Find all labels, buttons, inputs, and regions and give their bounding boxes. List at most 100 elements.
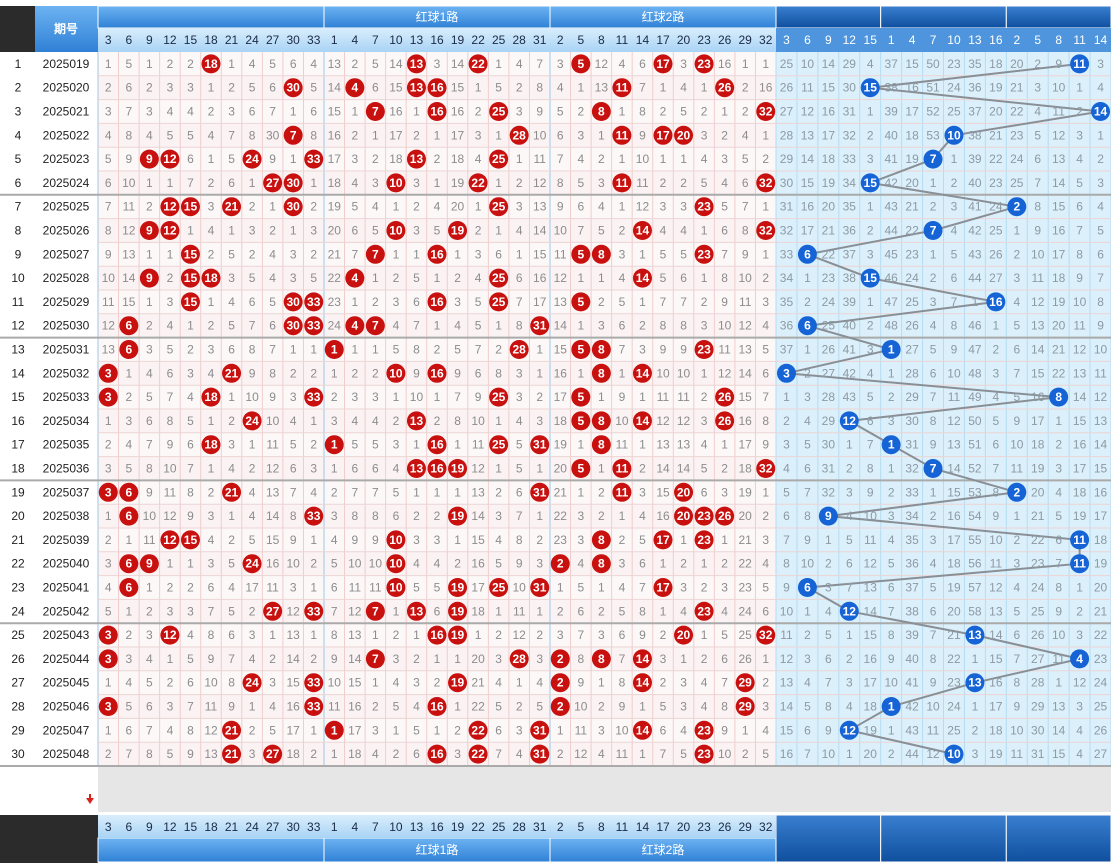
omission: 11 <box>801 81 814 95</box>
omission: 6 <box>125 81 132 95</box>
omission: 19 <box>822 176 836 190</box>
omission: 12 <box>1094 390 1108 404</box>
omission: 5 <box>372 57 379 71</box>
blue-ball-number: 9 <box>825 509 832 523</box>
red-ball <box>365 102 385 121</box>
omission: 2 <box>888 390 895 404</box>
omission: 22 <box>905 224 919 238</box>
red-ball <box>427 292 447 312</box>
omission: 48 <box>968 366 982 380</box>
red-ball-number: 23 <box>697 509 711 523</box>
omission: 23 <box>739 581 753 595</box>
omission: 2 <box>930 200 937 214</box>
omission: 2 <box>146 200 153 214</box>
blue-ball <box>881 340 901 359</box>
omission: 14 <box>1094 438 1108 452</box>
omission: 1 <box>351 105 358 119</box>
omission: 20 <box>947 604 961 618</box>
red-ball-number: 4 <box>351 271 358 285</box>
omission: 2 <box>310 557 317 571</box>
omission: 16 <box>801 200 815 214</box>
omission: 10 <box>369 557 383 571</box>
omission: 2 <box>660 105 667 119</box>
omission: 2 <box>742 105 749 119</box>
omission: 10 <box>636 152 650 166</box>
omission: 1 <box>888 462 895 476</box>
omission: 2 <box>721 557 728 571</box>
red-ball-number: 2 <box>557 700 564 714</box>
omission: 1 <box>557 723 564 737</box>
omission: 14 <box>266 509 280 523</box>
red-ball-number: 14 <box>636 224 650 238</box>
omission: 1 <box>701 557 708 571</box>
omission: 7 <box>269 343 276 357</box>
row-red-bg <box>98 385 776 409</box>
omission: 6 <box>249 105 256 119</box>
omission: 2 <box>888 485 895 499</box>
omission: 7 <box>557 152 564 166</box>
omission: 1 <box>146 295 153 309</box>
omission: 1 <box>639 295 646 309</box>
red-ball <box>427 744 447 764</box>
omission: 4 <box>701 152 708 166</box>
omission: 4 <box>536 676 543 690</box>
omission: 16 <box>287 700 301 714</box>
omission: 3 <box>208 200 215 214</box>
omission: 3 <box>290 247 297 261</box>
omission: 4 <box>187 105 194 119</box>
omission: 6 <box>1013 343 1020 357</box>
omission: 1 <box>536 604 543 618</box>
omission: 3 <box>783 438 790 452</box>
omission: 10 <box>677 366 691 380</box>
omission: 5 <box>557 105 564 119</box>
omission: 13 <box>1073 366 1087 380</box>
red-ball-number: 16 <box>430 462 444 476</box>
column-header: 24 <box>245 33 259 47</box>
column-footer: 31 <box>533 820 547 834</box>
omission: 2 <box>783 414 790 428</box>
omission: 30 <box>1031 723 1045 737</box>
blue-ball <box>797 316 817 336</box>
red-ball-number: 1 <box>331 438 338 452</box>
omission: 7 <box>619 343 626 357</box>
omission: 9 <box>475 390 482 404</box>
omission: 2 <box>516 176 523 190</box>
omission: 8 <box>1076 247 1083 261</box>
blue-group-footer <box>1005 814 1111 863</box>
omission: 42 <box>884 176 898 190</box>
omission: 2 <box>701 105 708 119</box>
omission: 9 <box>536 105 543 119</box>
omission: 3 <box>228 438 235 452</box>
red-ball <box>468 720 488 740</box>
red-ball-number: 5 <box>577 343 584 357</box>
omission: 48 <box>884 319 898 333</box>
omission: 25 <box>1094 700 1108 714</box>
blue-ball <box>1007 482 1027 502</box>
red-ball-number: 12 <box>163 152 177 166</box>
omission: 2 <box>867 224 874 238</box>
red-ball-number: 7 <box>372 652 379 666</box>
omission: 19 <box>1073 509 1087 523</box>
omission: 8 <box>1034 200 1041 214</box>
omission: 12 <box>513 628 527 642</box>
omission: 6 <box>762 366 769 380</box>
omission: 1 <box>1097 128 1104 142</box>
omission: 5 <box>867 390 874 404</box>
omission: 2 <box>372 295 379 309</box>
red-ball-number: 8 <box>598 247 605 261</box>
red-ball <box>489 149 509 169</box>
omission: 3 <box>867 343 874 357</box>
omission: 43 <box>968 247 982 261</box>
row-index: 9 <box>15 247 22 261</box>
omission: 4 <box>701 700 708 714</box>
omission: 6 <box>930 366 937 380</box>
red-ball <box>324 340 344 359</box>
row-bg <box>0 718 98 743</box>
omission: 2 <box>598 485 605 499</box>
omission: 9 <box>1055 604 1062 618</box>
omission: 5 <box>783 485 790 499</box>
issue: 2025030 <box>43 319 90 333</box>
omission: 4 <box>577 152 584 166</box>
omission: 2 <box>762 676 769 690</box>
omission: 2 <box>598 152 605 166</box>
